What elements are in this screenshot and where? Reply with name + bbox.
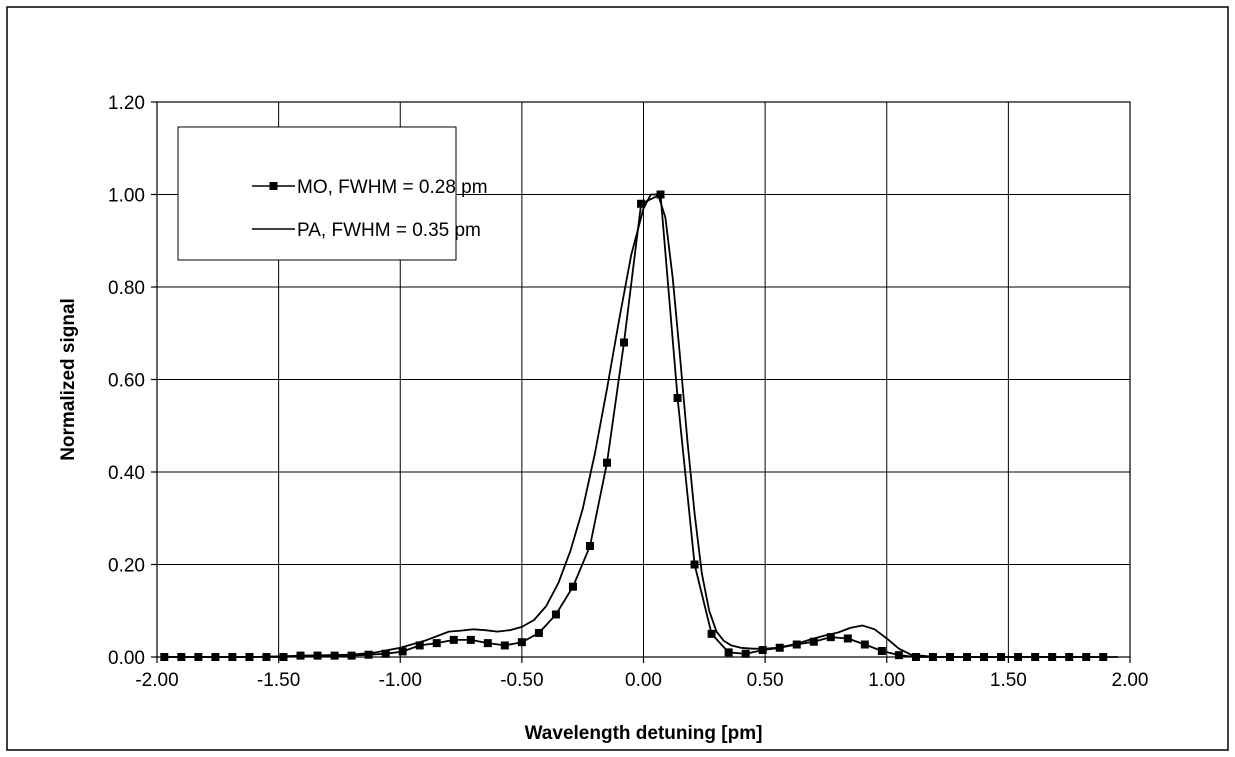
mo-data-point [551, 610, 560, 619]
mo-data-point [843, 634, 852, 643]
x-tick-label: -2.00 [135, 670, 178, 691]
mo-data-point [160, 653, 169, 661]
mo-data-point [449, 635, 458, 644]
legend-marker-mo [269, 182, 278, 190]
mo-data-point [724, 648, 733, 657]
mo-data-point [466, 635, 475, 644]
x-tick-label: -1.50 [257, 670, 300, 691]
series-layer [160, 190, 1118, 661]
mo-data-point [877, 646, 886, 655]
mo-data-point [673, 394, 682, 402]
mo-data-point [826, 633, 835, 642]
mo-data-point [483, 639, 492, 648]
x-tick-label: -0.50 [500, 670, 543, 691]
x-tick-label: 1.50 [990, 670, 1027, 691]
mo-data-point [517, 638, 526, 647]
y-tick-label: 1.20 [108, 93, 145, 114]
pa-series-line [164, 193, 1118, 658]
y-tick-label: 0.60 [108, 371, 145, 392]
mo-data-point [415, 641, 424, 650]
mo-data-point [809, 637, 818, 646]
x-tick-label: 2.00 [1112, 670, 1149, 691]
mo-data-point [792, 640, 801, 649]
mo-data-point [364, 650, 373, 659]
mo-data-point [603, 458, 612, 467]
mo-data-point [568, 582, 577, 591]
y-tick-label: 0.00 [108, 648, 145, 669]
mo-data-point [656, 190, 665, 199]
mo-data-point [707, 629, 716, 638]
mo-data-point [860, 640, 869, 649]
legend-label-mo: MO, FWHM = 0.28 pm [297, 177, 488, 198]
mo-data-point [758, 646, 767, 655]
mo-data-point [690, 560, 699, 569]
mo-data-point [894, 651, 903, 660]
y-tick-label: 0.40 [108, 463, 145, 484]
legend: MO, FWHM = 0.28 pm PA, FWHM = 0.35 pm [177, 126, 488, 261]
x-axis-title: Wavelength detuning [pm] [525, 723, 763, 744]
figure-border [6, 6, 1229, 751]
x-tick-label: -1.00 [379, 670, 422, 691]
y-axis-title: Normalized signal [58, 298, 79, 461]
x-tick-label: 0.00 [625, 670, 662, 691]
y-tick-label: 1.00 [108, 186, 145, 207]
y-tick-label: 0.20 [108, 556, 145, 577]
axis-ticks: -2.00 -1.50 -1.00 -0.50 0.00 0.50 1.00 1.50 2.00… [108, 93, 1148, 691]
x-tick-label: 1.00 [868, 670, 905, 691]
mo-data-point [620, 338, 629, 347]
mo-data-point [500, 641, 509, 650]
mo-data-point [347, 651, 356, 660]
mo-data-point [432, 639, 441, 648]
mo-data-point [637, 199, 646, 208]
mo-data-point [741, 649, 750, 658]
x-tick-label: 0.50 [747, 670, 784, 691]
legend-label-pa: PA, FWHM = 0.35 pm [297, 220, 481, 241]
mo-data-point [585, 542, 594, 550]
mo-data-point [381, 649, 390, 658]
mo-data-point [398, 647, 407, 656]
mo-data-point [911, 653, 920, 661]
mo-data-point [534, 628, 543, 637]
legend-box [177, 126, 457, 261]
y-tick-label: 0.80 [108, 278, 145, 299]
